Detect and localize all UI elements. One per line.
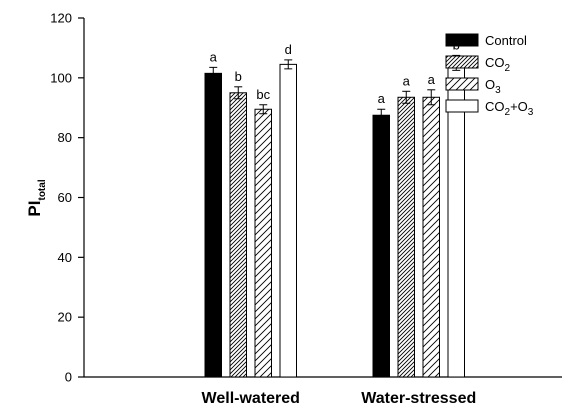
legend-swatch xyxy=(445,55,479,69)
legend-label: Control xyxy=(485,33,527,48)
legend-label: O3 xyxy=(485,77,501,96)
y-tick-label: 80 xyxy=(58,130,72,145)
bar xyxy=(372,114,390,378)
significance-label: a xyxy=(210,49,218,64)
legend-swatch xyxy=(445,77,479,91)
significance-label: d xyxy=(285,42,292,57)
bar xyxy=(254,108,272,378)
y-tick-label: 40 xyxy=(58,250,72,265)
legend-label: CO2 xyxy=(485,55,511,74)
significance-label: a xyxy=(428,72,436,87)
significance-label: bc xyxy=(256,87,270,102)
bar xyxy=(229,92,247,378)
significance-label: a xyxy=(378,91,386,106)
legend-swatch xyxy=(445,99,479,113)
y-tick-label: 20 xyxy=(58,310,72,325)
bar xyxy=(422,96,440,378)
y-axis-label: PItotal xyxy=(25,179,48,216)
significance-label: a xyxy=(403,73,411,88)
y-axis-label-sub: total xyxy=(37,179,48,200)
y-tick-label: 60 xyxy=(58,190,72,205)
significance-label: b xyxy=(235,69,242,84)
legend-swatch xyxy=(445,33,479,47)
bar xyxy=(204,72,222,378)
bar xyxy=(397,96,415,378)
x-category-label: Water-stressed xyxy=(361,390,476,407)
legend: Control CO2 O3 CO2+O3 xyxy=(445,33,534,118)
plot-area: 020406080100120aababcadbWell-wateredWate… xyxy=(50,11,562,407)
x-category-label: Well-watered xyxy=(202,390,300,407)
y-axis-label-main: PI xyxy=(25,201,44,217)
bar xyxy=(279,63,297,378)
legend-label: CO2+O3 xyxy=(485,99,534,118)
y-tick-label: 100 xyxy=(50,70,72,85)
y-tick-label: 0 xyxy=(65,370,72,385)
y-tick-label: 120 xyxy=(50,11,72,26)
